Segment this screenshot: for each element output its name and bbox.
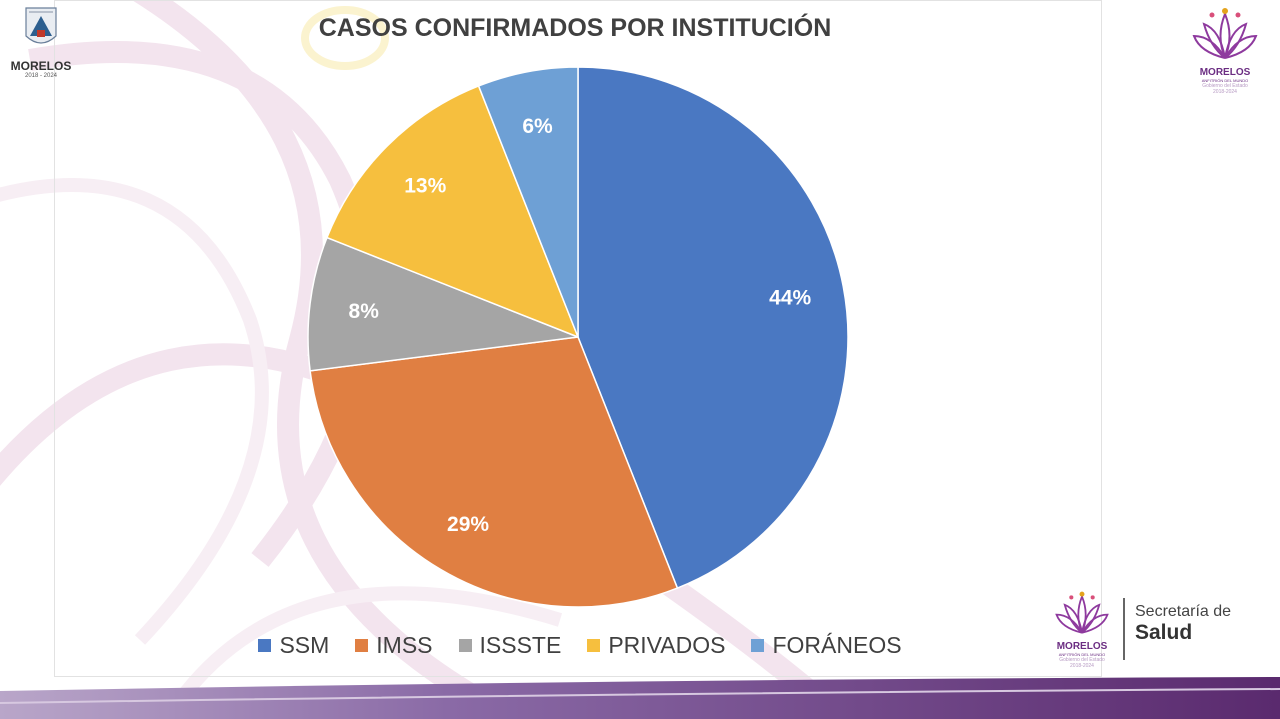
legend-item-foráneos: FORÁNEOS: [751, 631, 902, 659]
pie-slice-privados: [325, 84, 580, 339]
legend-label: FORÁNEOS: [772, 631, 902, 658]
legend-swatch: [458, 638, 472, 652]
slice-label-privados: 13%: [404, 174, 446, 197]
legend-swatch: [258, 638, 272, 652]
legend-item-imss: IMSS: [355, 631, 433, 659]
legend-item-ssm: SSM: [258, 631, 329, 659]
legend-swatch: [587, 638, 601, 652]
morelos-crest-logo: MORELOS 2018 - 2024: [6, 6, 76, 79]
slice-label-imss: 29%: [447, 513, 489, 536]
lotus-flower-icon: [1192, 8, 1258, 59]
pie-slice-issste: [307, 236, 579, 372]
crest-shield-icon: [25, 7, 57, 44]
secretaria-line1: Secretaría de: [1135, 603, 1232, 620]
pie-slice-foráneos: [477, 66, 579, 338]
legend-label: PRIVADOS: [608, 631, 726, 658]
pie-slice-imss: [309, 336, 679, 608]
legend-label: IMSS: [376, 631, 433, 658]
legend-label: SSM: [279, 631, 330, 658]
legend-item-issste: ISSSTE: [458, 631, 562, 659]
left-logo-name: MORELOS: [10, 59, 72, 73]
legend-item-privados: PRIVADOS: [587, 631, 725, 659]
legend-label: ISSSTE: [479, 631, 562, 658]
chart-title: CASOS CONFIRMADOS POR INSTITUCIÓN: [318, 14, 832, 42]
legend-swatch: [355, 638, 369, 652]
chart-legend: SSM IMSS ISSSTE PRIVADOS FORÁNEOS: [0, 631, 1160, 659]
footer-morelos-logo: MORELOS ANFITRIÓN DEL MUNDO Gobierno del…: [1050, 590, 1114, 669]
secretaria-salud-logo: Secretaría de Salud: [1135, 603, 1231, 645]
footer-divider: [1123, 598, 1125, 660]
morelos-anfitrion-logo: MORELOS ANFITRIÓN DEL MUNDO Gobierno del…: [1186, 6, 1264, 95]
pie-slice-ssm: [577, 66, 849, 590]
left-logo-years: 2018 - 2024: [24, 73, 58, 79]
secretaria-line2: Salud: [1135, 621, 1193, 644]
slice-label-ssm: 44%: [769, 287, 811, 310]
slice-label-issste: 8%: [349, 300, 380, 323]
footer-band: [0, 677, 1280, 719]
lotus-flower-icon: [1055, 591, 1109, 634]
chart-area: [54, 0, 1102, 677]
legend-swatch: [751, 638, 765, 652]
slice-label-foráneos: 6%: [522, 115, 553, 138]
